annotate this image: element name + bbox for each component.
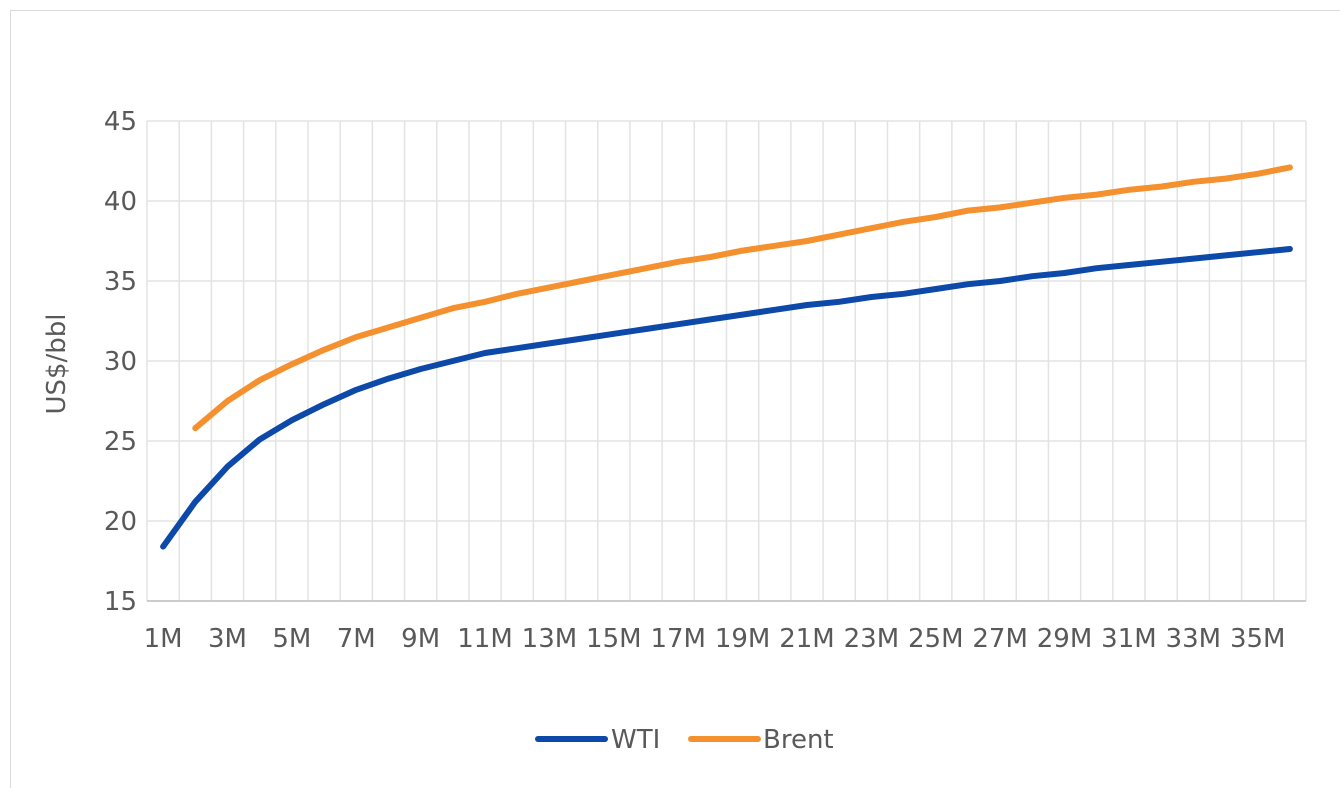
x-tick-label: 17M xyxy=(650,624,706,654)
y-tick-label: 15 xyxy=(104,587,137,617)
legend-label-wti: WTI xyxy=(611,725,660,755)
chart-svg: 15 20 25 30 35 40 45 1M 3M 5M 7M 9M 11M 13M 15M 17M 19M… xyxy=(42,107,1307,755)
y-tick-label: 45 xyxy=(104,107,137,137)
x-tick-label: 35M xyxy=(1230,624,1286,654)
legend: WTI Brent xyxy=(535,725,834,755)
x-tick-label: 5M xyxy=(272,624,311,654)
series-line-brent xyxy=(192,164,1293,432)
series-line-wti xyxy=(160,246,1293,550)
x-tick-labels: 1M 3M 5M 7M 9M 11M 13M 15M 17M 19M 21M 23M 25M 27M 29M… xyxy=(144,624,1286,654)
grid-layer xyxy=(146,120,1307,602)
x-tick-label: 9M xyxy=(401,624,440,654)
x-tick-label: 29M xyxy=(1037,624,1093,654)
y-axis-title: US$/bbl xyxy=(42,313,72,414)
y-tick-label: 25 xyxy=(104,427,137,457)
series-layer xyxy=(160,164,1293,550)
x-tick-label: 23M xyxy=(844,624,900,654)
x-tick-label: 25M xyxy=(908,624,964,654)
x-tick-label: 1M xyxy=(144,624,183,654)
x-tick-label: 27M xyxy=(972,624,1028,654)
x-tick-label: 7M xyxy=(337,624,376,654)
x-tick-label: 31M xyxy=(1101,624,1157,654)
x-tick-label: 21M xyxy=(779,624,835,654)
x-tick-label: 3M xyxy=(208,624,247,654)
legend-label-brent: Brent xyxy=(763,725,834,755)
x-tick-label: 33M xyxy=(1166,624,1222,654)
y-tick-label: 35 xyxy=(104,267,137,297)
y-tick-label: 30 xyxy=(104,347,137,377)
x-tick-label: 13M xyxy=(522,624,578,654)
chart-frame: 15 20 25 30 35 40 45 1M 3M 5M 7M 9M 11M 13M 15M 17M 19M… xyxy=(10,10,1340,788)
x-tick-label: 11M xyxy=(457,624,513,654)
y-tick-label: 20 xyxy=(104,507,137,537)
y-tick-labels: 15 20 25 30 35 40 45 xyxy=(104,107,137,617)
y-tick-label: 40 xyxy=(104,187,137,217)
x-tick-label: 19M xyxy=(715,624,771,654)
x-tick-label: 15M xyxy=(586,624,642,654)
